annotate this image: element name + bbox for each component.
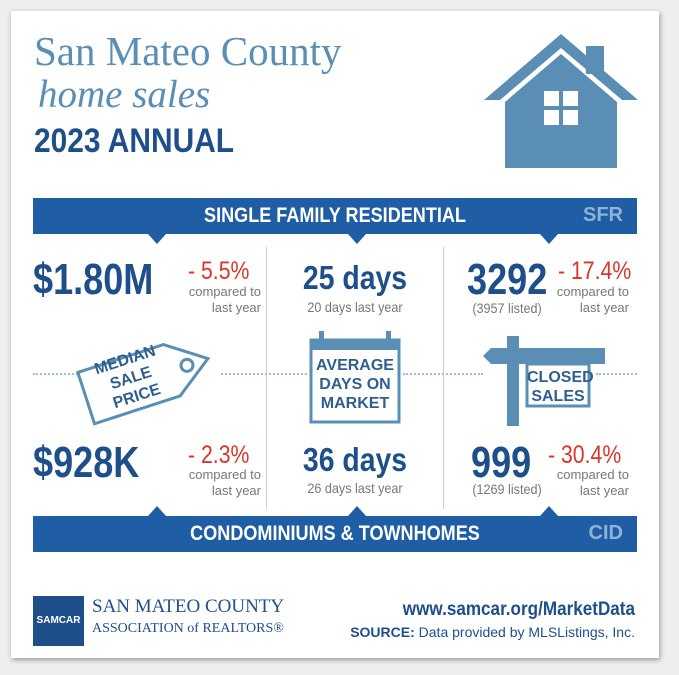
banner-notch <box>348 234 366 244</box>
title-year: 2023 ANNUAL <box>34 122 235 160</box>
closed-sales-label: CLOSED SALES <box>527 369 594 405</box>
sfr-closed-change: - 17.4% <box>558 257 632 285</box>
cid-median-compare: compared to last year <box>188 467 261 498</box>
dashed-divider <box>596 373 637 375</box>
price-tag-icon <box>75 343 211 426</box>
sfr-closed-compare: compared to last year <box>556 284 629 315</box>
source-text: Data provided by MLSListings, Inc. <box>414 624 635 640</box>
dashed-divider <box>221 373 307 375</box>
sfr-tag: SFR <box>583 204 623 226</box>
org-association: ASSOCIATION of REALTORS® <box>92 621 284 636</box>
sign-post-icon <box>483 336 605 426</box>
sfr-median-price: $1.80M <box>33 255 154 304</box>
cid-closed-change: - 30.4% <box>548 441 622 469</box>
cid-listed: (1269 listed) <box>472 481 542 497</box>
cid-banner: CONDOMINIUMS & TOWNHOMES CID <box>33 506 637 552</box>
title-subtitle: home sales <box>38 73 211 116</box>
dashed-divider <box>33 373 85 375</box>
org-name: SAN MATEO COUNTY <box>92 596 285 617</box>
market-data-link[interactable]: www.samcar.org/MarketData <box>402 599 635 620</box>
sfr-banner: SINGLE FAMILY RESIDENTIAL SFR <box>33 198 637 244</box>
source-line: SOURCE: Data provided by MLSListings, In… <box>350 624 635 640</box>
sfr-days-on-market: 25 days <box>302 259 408 296</box>
infographic-card: San Mateo County home sales 2023 ANNUAL … <box>11 11 659 658</box>
cid-days-last-year: 26 days last year <box>307 480 403 496</box>
samcar-logo: SAMCAR <box>33 596 84 646</box>
sfr-days-last-year: 20 days last year <box>307 299 403 315</box>
cid-closed-sales: 999 <box>471 438 532 487</box>
sfr-median-change: - 5.5% <box>188 257 250 285</box>
banner-notch <box>540 506 558 516</box>
cid-banner-label: CONDOMINIUMS & TOWNHOMES <box>190 522 480 545</box>
calendar-icon <box>309 331 401 424</box>
cid-closed-compare: compared to last year <box>556 467 629 498</box>
cid-tag: CID <box>588 522 623 544</box>
sfr-median-compare: compared to last year <box>188 284 261 315</box>
column-divider <box>266 247 267 509</box>
house-icon <box>484 34 638 168</box>
dashed-divider <box>403 373 483 375</box>
sfr-banner-label: SINGLE FAMILY RESIDENTIAL <box>204 204 466 227</box>
title-county: San Mateo County <box>34 28 342 74</box>
source-label: SOURCE: <box>350 624 415 640</box>
cid-median-price: $928K <box>33 438 140 487</box>
banner-notch <box>148 234 166 244</box>
column-divider <box>443 247 444 509</box>
cid-median-change: - 2.3% <box>188 441 250 469</box>
days-on-market-label: AVERAGE DAYS ON MARKET <box>316 357 394 412</box>
cid-days-on-market: 36 days <box>302 441 408 478</box>
banner-notch <box>348 506 366 516</box>
sfr-closed-sales: 3292 <box>467 255 548 304</box>
banner-notch <box>540 234 558 244</box>
banner-notch <box>148 506 166 516</box>
sfr-listed: (3957 listed) <box>472 300 542 316</box>
